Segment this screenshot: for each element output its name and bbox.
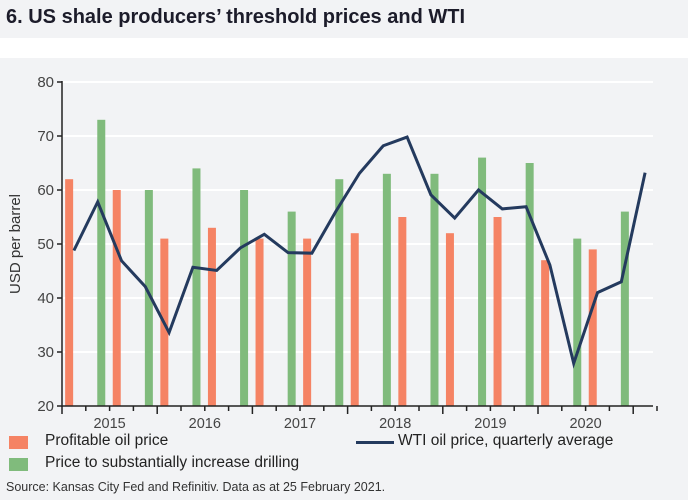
bar-drilling [430, 173, 439, 406]
bar-profitable [445, 233, 454, 406]
bar-drilling [97, 119, 106, 407]
legend-wti: WTI oil price, quarterly average [398, 432, 614, 449]
x-tick-label: 2020 [569, 416, 601, 432]
bar-profitable [255, 238, 264, 406]
x-tick-label: 2018 [379, 416, 411, 432]
x-tick-label: 2017 [284, 416, 316, 432]
bar-drilling [192, 168, 201, 406]
chart-title: 6. US shale producers’ threshold prices … [6, 6, 466, 28]
x-tick-label: 2015 [93, 416, 125, 432]
bar-profitable [588, 249, 597, 406]
bar-profitable [65, 179, 74, 406]
bar-drilling [144, 190, 153, 406]
legend-swatch-drilling [9, 458, 28, 471]
y-axis-label: USD per barrel [7, 194, 24, 294]
bar-drilling [382, 173, 391, 406]
bar-profitable [541, 260, 550, 406]
source-note: Source: Kansas City Fed and Refinitiv. D… [6, 480, 386, 494]
bar-drilling [335, 179, 344, 406]
legend-profitable: Profitable oil price [45, 432, 169, 449]
title-band [0, 0, 688, 38]
bar-drilling [287, 211, 296, 406]
legend-swatch-wti [356, 441, 394, 444]
bar-profitable [112, 190, 121, 406]
bar-drilling [478, 157, 487, 406]
y-tick-label: 70 [37, 128, 54, 145]
bar-profitable [398, 217, 407, 406]
y-tick-label: 30 [37, 344, 54, 361]
y-tick-label: 40 [37, 290, 54, 307]
wti-line [72, 135, 647, 369]
bar-drilling [240, 190, 249, 406]
bar-profitable [350, 233, 359, 406]
legend-swatch-profitable [9, 436, 28, 449]
bar-profitable [207, 227, 216, 406]
x-tick-label: 2016 [189, 416, 221, 432]
x-tick-label: 2019 [474, 416, 506, 432]
bar-drilling [525, 163, 534, 406]
y-tick-label: 50 [37, 236, 54, 253]
bar-drilling [620, 211, 629, 406]
bar-profitable [493, 217, 502, 406]
bar-drilling [573, 238, 582, 406]
bar-profitable [303, 238, 312, 406]
chart: 20 30 40 50 60 70 80 2015 2016 2017 2018 2019 2020 U… [7, 74, 658, 432]
y-tick-label: 80 [37, 74, 54, 91]
y-tick-label: 20 [37, 398, 54, 415]
legend-drilling: Price to substantially increase drilling [45, 454, 300, 471]
y-tick-label: 60 [37, 182, 54, 199]
